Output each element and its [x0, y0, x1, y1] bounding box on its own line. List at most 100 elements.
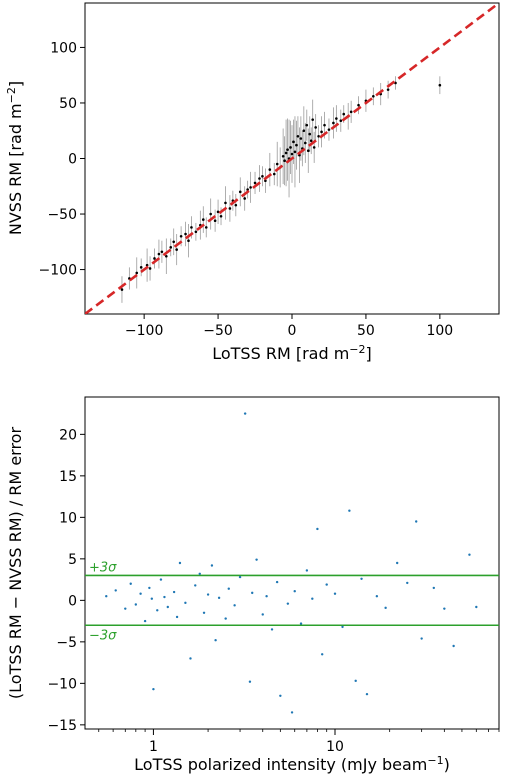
data-point [166, 605, 169, 609]
data-point [253, 181, 257, 185]
data-point [316, 527, 319, 531]
data-point [325, 583, 328, 586]
data-point [135, 271, 139, 275]
data-points-group [105, 412, 478, 714]
data-point [153, 257, 156, 260]
data-point [227, 587, 230, 590]
data-point [143, 619, 147, 623]
data-point [284, 151, 288, 155]
y-tick-label: 20 [59, 427, 77, 443]
data-point [238, 575, 242, 579]
x-tick-label: 0 [288, 323, 297, 339]
y-tick-label: 10 [59, 510, 77, 526]
data-point [438, 83, 442, 87]
data-point [286, 148, 289, 151]
data-point [286, 602, 290, 605]
data-point [243, 412, 247, 415]
data-point [365, 692, 369, 696]
data-point [228, 207, 232, 210]
data-point [201, 218, 205, 221]
x-axis-label: LoTSS polarized intensity (mJy beam−1) [134, 754, 450, 774]
data-point [275, 580, 279, 584]
data-point [304, 141, 307, 145]
data-point [275, 162, 279, 166]
data-point [159, 578, 163, 581]
data-point [134, 603, 138, 606]
data-point [248, 680, 252, 683]
data-point [296, 134, 300, 138]
data-point [333, 592, 337, 595]
data-point [279, 694, 282, 697]
data-point [169, 246, 173, 249]
data-point [342, 112, 346, 116]
data-point [311, 597, 314, 600]
data-point [258, 177, 261, 180]
data-point [299, 137, 303, 140]
x-tick-label: 50 [357, 323, 375, 339]
data-point [305, 123, 309, 127]
data-point [219, 214, 223, 218]
data-point [432, 586, 436, 590]
data-point [148, 267, 152, 270]
data-point [309, 139, 313, 143]
data-point [475, 605, 478, 609]
data-point [349, 110, 353, 114]
data-point [156, 609, 159, 612]
data-point [443, 607, 446, 610]
plot-area-frame [84, 396, 500, 730]
data-point [157, 252, 161, 256]
y-axis-label: NVSS RM [rad m−2] [5, 81, 25, 235]
data-point [348, 509, 351, 512]
data-point [332, 121, 335, 125]
data-point [216, 210, 220, 214]
data-point [190, 226, 193, 229]
data-point [255, 558, 258, 561]
data-point [268, 168, 272, 171]
one-to-one-reference-line [85, 3, 499, 314]
sigma-line-label: +3σ [89, 560, 117, 575]
data-point [292, 140, 295, 144]
data-point [320, 130, 323, 134]
data-point [148, 586, 151, 590]
data-point [386, 88, 390, 91]
data-point [357, 103, 360, 107]
data-point [172, 240, 176, 244]
x-tick-label: 1 [149, 739, 158, 755]
sigma-line-label: −3σ [89, 628, 117, 643]
data-point [204, 226, 208, 229]
data-point [202, 611, 206, 614]
x-tick-label: −100 [125, 323, 163, 339]
data-point [184, 232, 187, 236]
data-point [306, 149, 310, 153]
data-point [124, 607, 127, 610]
chart-rm-comparison: −100 −50 0 50 100 −100 −50 0 50 100 LoTSS RM [ra… [5, 2, 500, 363]
sigma-lines-group: +3σ −3σ [85, 560, 499, 643]
data-point [234, 203, 238, 207]
y-tick-label: 100 [50, 40, 77, 56]
data-point [178, 561, 182, 565]
data-point [289, 146, 292, 149]
data-point [175, 615, 179, 619]
data-point [189, 657, 192, 660]
data-point [129, 582, 132, 585]
data-point [194, 584, 197, 587]
x-axis-ticks: −100 −50 0 50 100 [125, 314, 453, 339]
data-point [120, 288, 124, 291]
data-point [261, 174, 264, 178]
data-point [265, 595, 268, 598]
data-point [384, 606, 387, 610]
x-axis-ticks: 1 10 [98, 729, 500, 755]
y-tick-label: 0 [68, 152, 77, 168]
data-point [281, 154, 285, 158]
x-axis-label: LoTSS RM [rad m−2] [212, 343, 372, 363]
data-point [299, 622, 303, 625]
data-point [150, 597, 154, 600]
data-point [305, 569, 309, 572]
data-point [224, 201, 227, 205]
data-point [209, 212, 212, 216]
data-point [354, 679, 357, 683]
data-point [360, 577, 363, 580]
data-point [233, 604, 236, 607]
y-axis-label: (LoTSS RM − NVSS RM) / RM error [6, 427, 25, 700]
